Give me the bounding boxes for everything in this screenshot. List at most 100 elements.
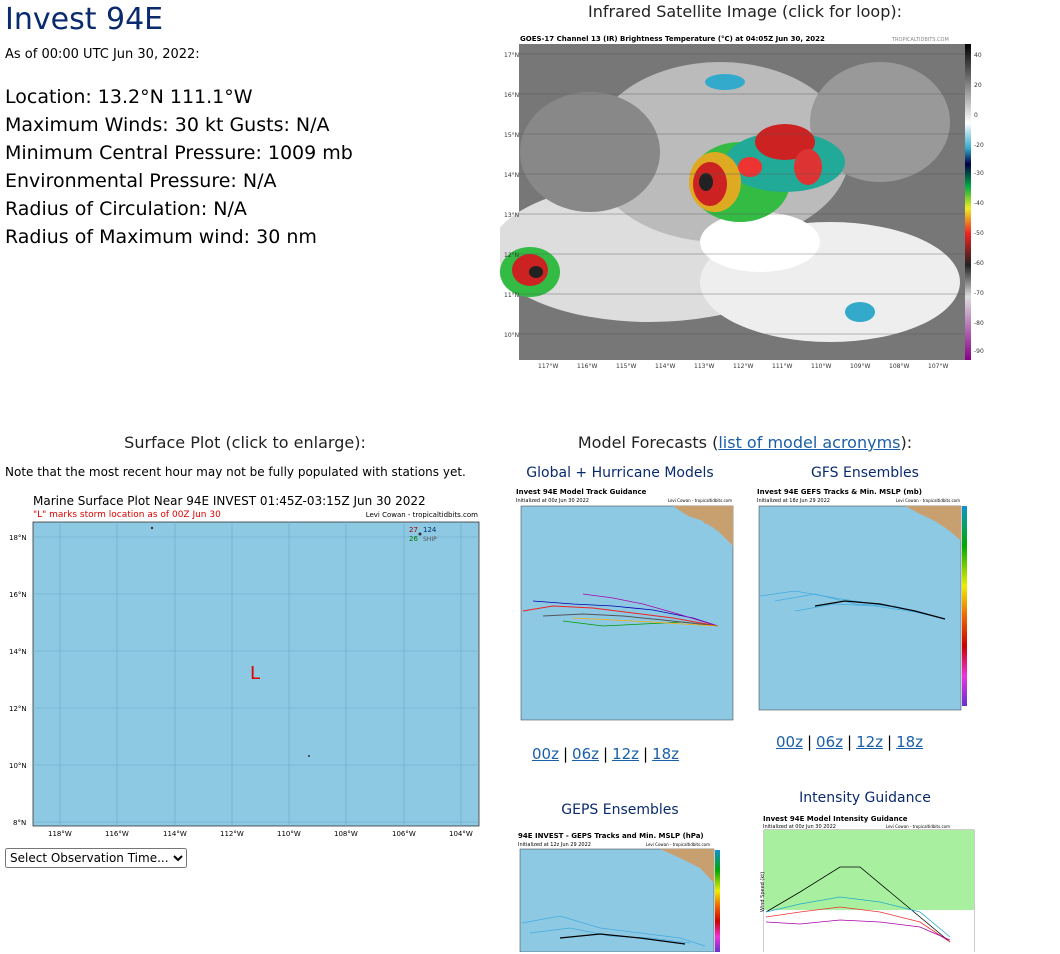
storm-title: Invest 94E — [5, 2, 164, 37]
gfs-header: Invest 94E GEFS Tracks & Min. MSLP (mb) — [757, 488, 922, 496]
surface-lon-label: 112°W — [220, 830, 244, 838]
gfs-ensembles-image[interactable]: Invest 94E GEFS Tracks & Min. MSLP (mb) … — [755, 486, 975, 722]
geps-ensembles-title: GEPS Ensembles — [561, 802, 679, 818]
sat-scale-label: -70 — [974, 290, 984, 297]
sat-lon-label: 117°W — [538, 363, 558, 370]
sat-lon-label: 113°W — [694, 363, 714, 370]
global-models-time-links: 00z | 06z | 12z | 18z — [528, 745, 683, 763]
intensity-guidance-image[interactable]: Invest 94E Model Intensity Guidance Init… — [760, 812, 978, 952]
sat-lon-label: 107°W — [928, 363, 948, 370]
storm-max-winds: Maximum Winds: 30 kt Gusts: N/A — [5, 114, 330, 136]
surface-plot-title: Marine Surface Plot Near 94E INVEST 01:4… — [33, 494, 426, 508]
storm-env-pressure: Environmental Pressure: N/A — [5, 170, 277, 192]
surface-caption: Surface Plot (click to enlarge): — [124, 433, 366, 452]
global-time-link-18z[interactable]: 18z — [652, 745, 680, 763]
surface-plot-credit: Levi Cowan - tropicaltidbits.com — [366, 511, 478, 519]
time-separator: | — [887, 733, 893, 751]
station-pressure: 124 — [423, 526, 437, 534]
global-time-link-06z[interactable]: 06z — [572, 745, 599, 763]
geps-credit: Levi Cowan - tropicaltidbits.com — [646, 842, 710, 847]
station-temperature: 27 — [409, 526, 418, 534]
sat-lat-label: 10°N — [504, 332, 519, 339]
sat-scale-label: -80 — [974, 320, 984, 327]
surface-lon-label: 110°W — [277, 830, 301, 838]
geps-init: Initialized at 12z Jun 29 2022 — [518, 842, 591, 848]
storm-location-marker: L — [250, 663, 260, 684]
sat-lon-label: 114°W — [655, 363, 675, 370]
sat-lon-label: 109°W — [850, 363, 870, 370]
sat-scale-label: 0 — [974, 112, 978, 119]
surface-lon-label: 106°W — [392, 830, 416, 838]
surface-lon-label: 104°W — [449, 830, 473, 838]
time-separator: | — [847, 733, 853, 751]
storm-radius-max-wind: Radius of Maximum wind: 30 nm — [5, 226, 317, 248]
sat-lon-label: 116°W — [577, 363, 597, 370]
sat-scale-label: -30 — [974, 170, 984, 177]
surface-lat-label: 8°N — [13, 819, 26, 827]
time-separator: | — [806, 733, 813, 751]
surface-lon-label: 116°W — [105, 830, 129, 838]
sat-lon-label: 112°W — [733, 363, 753, 370]
storm-location: Location: 13.2°N 111.1°W — [5, 86, 253, 108]
intensity-init: Initialized at 00z Jun 30 2022 — [763, 824, 836, 830]
intensity-guidance-title: Intensity Guidance — [799, 790, 931, 806]
sat-lon-label: 111°W — [772, 363, 792, 370]
geps-header: 94E INVEST - GEPS Tracks and Min. MSLP (… — [518, 832, 704, 840]
sat-lat-label: 17°N — [504, 52, 519, 59]
time-separator: | — [603, 745, 609, 763]
surface-lat-label: 16°N — [9, 591, 27, 599]
surface-lat-label: 18°N — [9, 534, 27, 542]
satellite-caption: Infrared Satellite Image (click for loop… — [588, 2, 902, 21]
surface-plot-subtitle: "L" marks storm location as of 00Z Jun 3… — [33, 510, 221, 520]
satellite-image[interactable]: GOES-17 Channel 13 (IR) Brightness Tempe… — [500, 32, 988, 374]
as-of-time: As of 00:00 UTC Jun 30, 2022: — [5, 47, 200, 62]
geps-ensembles-image[interactable]: 94E INVEST - GEPS Tracks and Min. MSLP (… — [510, 828, 732, 952]
global-time-link-00z[interactable]: 00z — [532, 745, 559, 763]
global-models-header: Invest 94E Model Track Guidance — [516, 488, 647, 496]
global-models-title: Global + Hurricane Models — [526, 465, 714, 481]
model-caption-prefix: Model Forecasts ( — [577, 433, 719, 452]
surface-note: Note that the most recent hour may not b… — [5, 465, 466, 479]
station-type: SHIP — [423, 536, 437, 543]
sat-lat-label: 16°N — [504, 92, 519, 99]
observation-time-select[interactable]: Select Observation Time... — [5, 848, 187, 868]
sat-lat-label: 12°N — [504, 252, 519, 259]
gfs-time-link-06z[interactable]: 06z — [816, 733, 843, 751]
sat-lon-label: 110°W — [811, 363, 831, 370]
surface-lon-label: 108°W — [334, 830, 358, 838]
time-separator: | — [643, 745, 649, 763]
gfs-ensembles-title: GFS Ensembles — [811, 465, 919, 481]
global-models-credit: Levi Cowan - tropicaltidbits.com — [668, 498, 732, 503]
satellite-credit: TROPICALTIDBITS.COM — [891, 37, 949, 43]
sat-scale-label: -60 — [974, 260, 984, 267]
sat-lat-label: 13°N — [504, 212, 519, 219]
global-models-init: Initialized at 00z Jun 30 2022 — [516, 498, 589, 504]
gfs-time-link-12z[interactable]: 12z — [856, 733, 884, 751]
global-time-link-12z[interactable]: 12z — [612, 745, 640, 763]
sat-scale-label: 40 — [974, 52, 982, 59]
model-acronyms-link[interactable]: list of model acronyms — [718, 433, 901, 452]
surface-lat-label: 14°N — [9, 648, 27, 656]
surface-plot-image[interactable]: Marine Surface Plot Near 94E INVEST 01:4… — [0, 492, 484, 838]
surface-lon-label: 114°W — [163, 830, 187, 838]
sat-scale-label: 20 — [974, 82, 982, 89]
global-models-image[interactable]: Invest 94E Model Track Guidance Initiali… — [513, 486, 735, 732]
gfs-time-link-18z[interactable]: 18z — [896, 733, 924, 751]
intensity-y-axis-label: Wind Speed (kt) — [760, 872, 766, 912]
sat-lon-label: 108°W — [889, 363, 909, 370]
gfs-credit: Levi Cowan - tropicaltidbits.com — [896, 498, 960, 503]
surface-lat-label: 10°N — [9, 762, 27, 770]
model-caption-suffix: ): — [900, 433, 913, 452]
satellite-header: GOES-17 Channel 13 (IR) Brightness Tempe… — [520, 35, 825, 43]
sat-scale-label: -40 — [974, 200, 984, 207]
station-dewpoint: 26 — [409, 535, 418, 543]
gfs-time-link-00z[interactable]: 00z — [776, 733, 803, 751]
gfs-time-links: 00z | 06z | 12z | 18z — [772, 733, 927, 751]
sat-lon-label: 115°W — [616, 363, 636, 370]
sat-scale-label: -90 — [974, 348, 984, 355]
surface-lat-label: 12°N — [9, 705, 27, 713]
sat-lat-label: 14°N — [504, 172, 519, 179]
sat-scale-label: -50 — [974, 230, 984, 237]
intensity-header: Invest 94E Model Intensity Guidance — [763, 815, 908, 823]
model-forecasts-caption: Model Forecasts (list of model acronyms)… — [520, 433, 970, 452]
